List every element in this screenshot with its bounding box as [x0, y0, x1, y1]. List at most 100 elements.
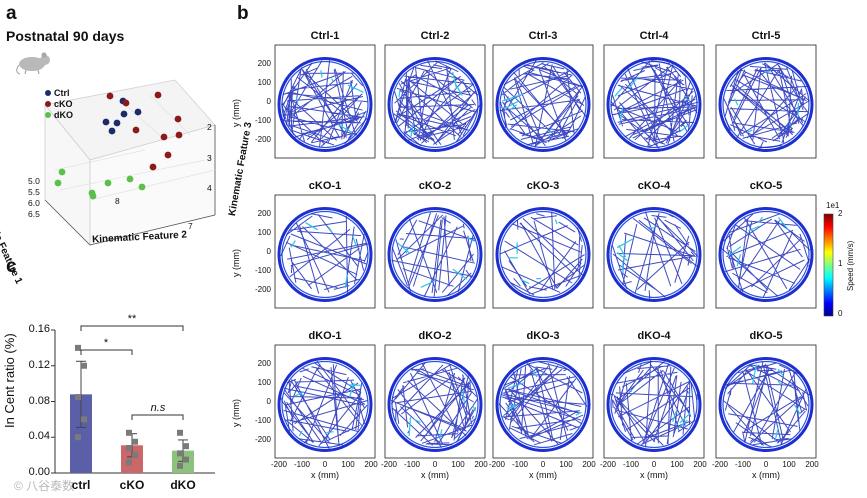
track-arena-wall	[277, 57, 373, 152]
panel-label-a: a	[6, 3, 17, 24]
scatter-point-dko	[126, 175, 134, 183]
track-plot-ctrl-5	[715, 44, 817, 159]
colorbar-label: Speed (mm/s)	[846, 240, 855, 291]
y-tick-label: 0	[266, 97, 271, 106]
track-path	[722, 361, 810, 448]
y-tick-label: 0	[266, 247, 271, 256]
tick-kf2: 7	[188, 221, 193, 231]
track-fast-segment	[398, 71, 463, 137]
track-path	[611, 211, 699, 299]
track-arena-wall	[495, 57, 591, 152]
track-path	[721, 213, 811, 298]
track-plot-ctrl-4	[603, 44, 705, 159]
legend-dot-ctrl	[45, 90, 51, 96]
x-axis-label: x (mm)	[421, 470, 449, 480]
ticks-kf1: 5.0 5.5 6.0 6.5	[28, 176, 40, 220]
track-title: cKO-3	[526, 180, 560, 192]
y-tick-label: 200	[257, 359, 271, 368]
track-arena-wall	[606, 207, 702, 302]
legend-dot-dko	[45, 112, 51, 118]
track-plot-ctrl-2	[384, 44, 486, 159]
scatter-point-ctrl	[120, 110, 128, 118]
tick-kf3: 3	[207, 153, 212, 163]
scatter-point-dko	[89, 192, 97, 200]
y-tick-label: -200	[254, 135, 271, 144]
colorbar-tick: 1	[838, 259, 843, 268]
panel-a-3d-scatter	[44, 79, 216, 246]
y-tick-label: -200	[254, 285, 271, 294]
track-arena-wall	[606, 57, 702, 152]
track-plot-dko-1	[274, 344, 376, 459]
x-tick-label: 100	[670, 460, 684, 469]
data-point	[183, 456, 189, 463]
data-point	[177, 462, 183, 469]
scatter-point-cko	[122, 99, 130, 107]
track-arena-wall	[391, 360, 479, 449]
track-plot-cko-4	[603, 194, 705, 309]
colorbar-exponent: 1e1	[826, 201, 840, 210]
bar-ctrl	[70, 394, 92, 473]
colorbar	[823, 213, 834, 317]
track-path	[723, 62, 810, 149]
x-axis-label: x (mm)	[752, 470, 780, 480]
track-arena-wall	[718, 57, 814, 152]
track-fast-segment	[396, 237, 475, 288]
data-point	[177, 450, 183, 457]
track-title: Ctrl-4	[639, 30, 669, 42]
track-path	[610, 59, 699, 150]
scatter-point-cko	[164, 151, 172, 159]
track-path	[280, 213, 369, 294]
track-fast-segment	[614, 76, 691, 133]
track-arena-wall	[610, 360, 698, 449]
data-point	[126, 459, 132, 466]
track-title: cKO-4	[637, 180, 671, 192]
legend-dot-cko	[45, 101, 51, 107]
track-arena-wall	[718, 357, 814, 452]
track-plot-cko-2	[384, 194, 486, 309]
track-path	[280, 360, 368, 450]
data-point	[75, 344, 81, 351]
y-tick-label: 100	[257, 378, 271, 387]
x-tick-label: 100	[559, 460, 573, 469]
track-title: dKO-1	[308, 330, 342, 342]
scatter-point-dko	[138, 183, 146, 191]
track-plot-dko-2	[384, 344, 486, 459]
tick-kf1: 6.0	[28, 198, 40, 208]
y-axis-label: y (mm)	[231, 249, 241, 277]
track-fast-segment	[509, 219, 558, 285]
x-tick-label: -100	[734, 460, 751, 469]
y-tick-label: -100	[254, 416, 271, 425]
x-axis-label: x (mm)	[640, 470, 668, 480]
x-tick-label: 0	[432, 460, 438, 469]
panel-c-ylabel: In Cent ratio (%)	[2, 333, 17, 428]
track-arena-wall	[718, 207, 814, 302]
panel-label-c: c	[6, 256, 17, 277]
panel-a-legend: Ctrl cKO dKO	[45, 88, 73, 121]
data-point	[126, 444, 132, 451]
track-path	[610, 360, 698, 448]
x-tick-label: 200	[805, 460, 819, 469]
x-tick-label: -200	[488, 460, 505, 469]
significance-label: n.s	[150, 402, 166, 414]
significance-label: **	[127, 313, 137, 325]
data-point	[183, 443, 189, 450]
track-title: dKO-2	[418, 330, 452, 342]
panel-a-points	[54, 91, 183, 200]
x-tick-label: 0	[763, 460, 769, 469]
x-tick-label: 0	[651, 460, 657, 469]
scatter-point-cko	[106, 92, 114, 100]
y-tick-label: 100	[257, 78, 271, 87]
data-point	[75, 434, 81, 441]
scatter-point-ctrl	[102, 118, 110, 126]
track-arena-wall	[277, 207, 373, 302]
track-arena-wall	[391, 60, 479, 149]
x-axis-label: x (mm)	[311, 470, 339, 480]
x-tick-label: -100	[293, 460, 310, 469]
x-tick-label: -100	[511, 460, 528, 469]
legend-item-cko: cKO	[45, 99, 73, 110]
tick-kf1: 6.5	[28, 209, 40, 219]
x-tick-label: 200	[474, 460, 488, 469]
x-tick-label: 200	[582, 460, 596, 469]
track-arena-wall	[610, 210, 698, 299]
c-y-tick-label: 0.00	[28, 466, 50, 478]
